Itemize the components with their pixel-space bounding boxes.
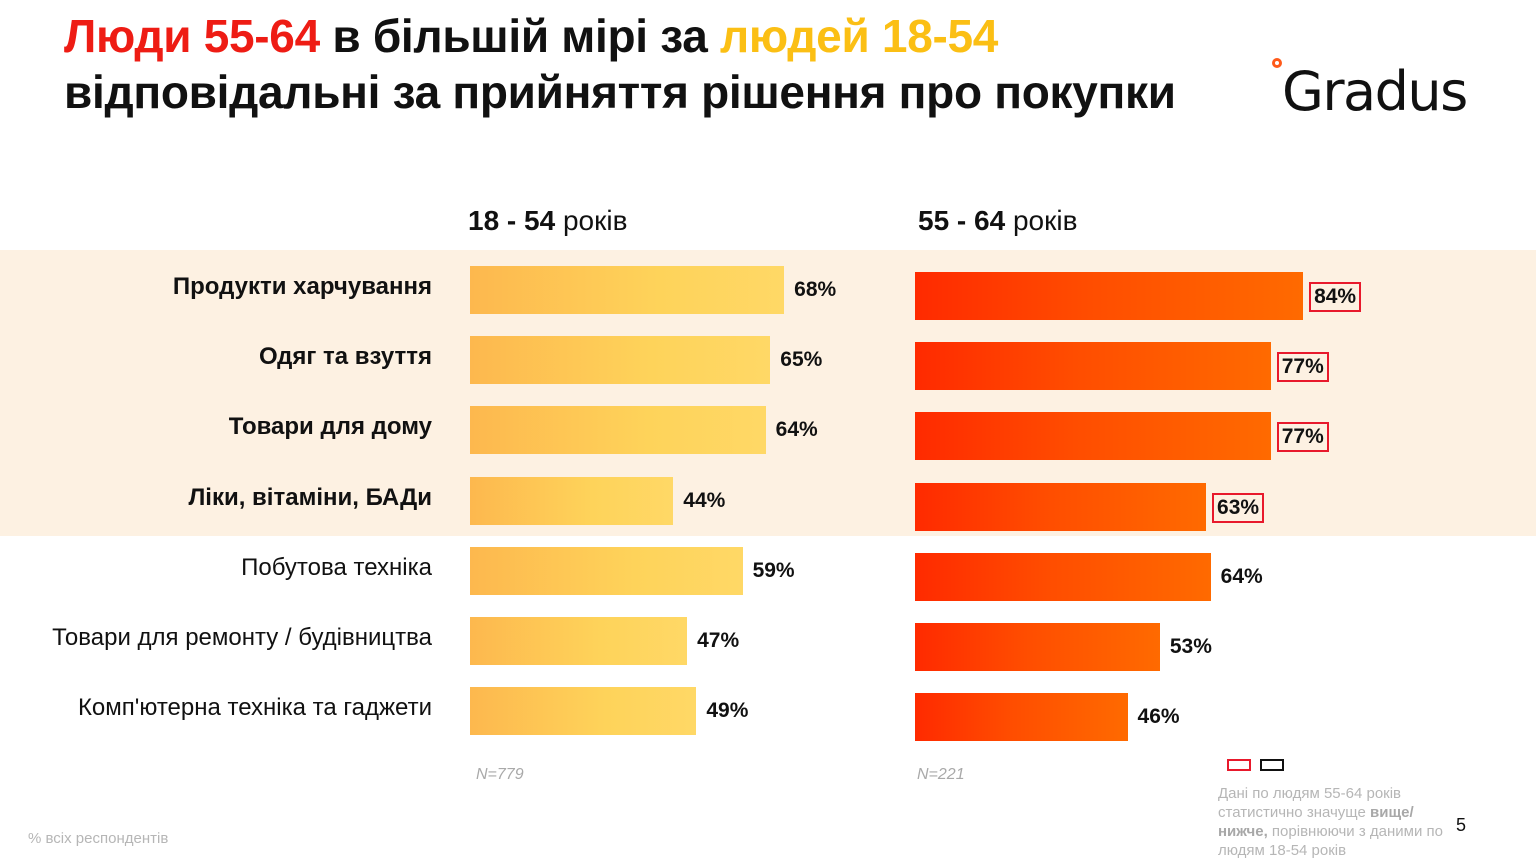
title-text: в більшій мірі за [319,10,720,62]
title-highlight-55-64: Люди 55-64 [64,10,320,62]
data-label-significant: 84% [1309,282,1362,312]
data-label: 44% [683,488,726,512]
legend-red-box-icon [1227,759,1251,771]
bar-55-64 [915,623,1160,671]
data-label: 53% [1169,635,1212,658]
legend-text-rest: порівнюючи з даними по людям 18-54 років [1218,823,1443,859]
category-label: Комп'ютерна техніка та гаджети [77,694,432,722]
gradus-logo: Gradus [1270,58,1500,128]
sample-size-55-64: N=221 [917,766,965,783]
page-title: Люди 55-64 в більшій мірі за людей 18-54… [64,8,1184,120]
title-highlight-18-54: людей 18-54 [719,10,999,62]
series-header-55-64: 55 - 64 років [918,205,1077,237]
category-label: Одяг та взуття [259,343,432,371]
series-header-bold: 55 - 64 [918,205,1006,236]
series-header-18-54: 18 - 54 років [468,205,627,237]
bar-55-64 [915,482,1207,531]
data-label: 65% [780,348,823,372]
bar-18-54 [470,476,674,525]
bar-18-54 [470,617,688,665]
data-label: 59% [752,558,795,582]
bar-55-64 [915,693,1128,742]
data-label-significant: 77% [1276,422,1329,453]
category-label: Товари для ремонту / будівництва [52,624,432,651]
footnote: % всіх респондентів [28,830,169,847]
bar-55-64 [915,552,1211,601]
data-label: 64% [775,418,818,442]
series-header-rest: років [555,205,628,236]
significance-legend: Дані по людям 55-64 років статистично зн… [1218,784,1458,860]
category-label: Ліки, вітаміни, БАДи [188,483,432,511]
category-label: Продукти харчування [172,273,432,300]
data-label-significant: 63% [1212,492,1265,523]
sample-size-18-54: N=779 [476,766,524,783]
page-number: 5 [1456,815,1467,835]
bar-18-54 [470,266,785,314]
logo-wordmark: Gradus [1282,60,1468,123]
bar-55-64 [915,342,1271,391]
legend-text-bold: вище/нижче, [1218,804,1414,840]
data-label: 49% [706,699,749,723]
series-header-rest: років [1005,205,1078,236]
series-header-bold: 18 - 54 [468,205,556,236]
data-label-significant: 77% [1276,352,1329,383]
data-label: 68% [794,278,837,301]
category-label: Товари для дому [228,413,432,441]
legend-text: Дані по людям 55-64 років статистично зн… [1218,785,1402,821]
ring-dot-icon [1272,58,1282,68]
title-text-rest: відповідальні за прийняття рішення про п… [64,66,1176,118]
category-label: Побутова техніка [241,553,432,581]
bar-18-54 [470,546,743,595]
data-label: 47% [697,629,740,652]
bar-55-64 [915,272,1304,320]
legend-black-box-icon [1260,759,1284,771]
bar-18-54 [470,687,697,736]
bar-18-54 [470,406,766,455]
data-label: 64% [1220,564,1263,588]
data-label: 46% [1137,705,1180,729]
bar-18-54 [470,336,771,385]
bar-55-64 [915,412,1271,461]
